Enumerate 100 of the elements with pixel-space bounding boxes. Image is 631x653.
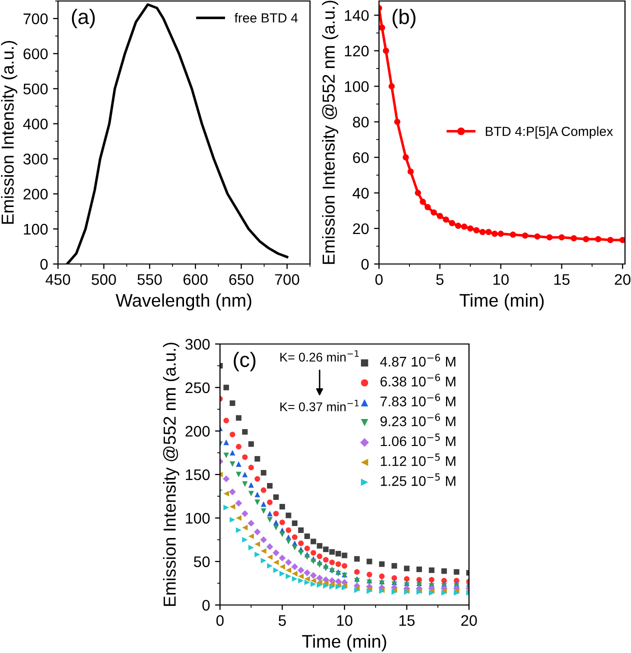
- point: [342, 563, 348, 569]
- point: [404, 576, 410, 582]
- point: [235, 500, 242, 507]
- point: [266, 543, 274, 550]
- point: [479, 228, 486, 236]
- point: [292, 520, 298, 526]
- x-tick-label: 10: [493, 274, 509, 285]
- y-tick-label: 200: [24, 188, 48, 200]
- point: [394, 118, 400, 125]
- point: [304, 569, 311, 576]
- point: [279, 564, 286, 570]
- point: [582, 236, 590, 242]
- y-tick-label: 120: [344, 46, 369, 56]
- point: [260, 470, 266, 476]
- point: [420, 198, 426, 205]
- point: [335, 561, 342, 567]
- x-tick-label: 700: [275, 274, 300, 285]
- point: [461, 224, 468, 230]
- legend-label: 4.87 10$^{−6}$ M: [380, 354, 456, 367]
- point: [230, 450, 236, 456]
- annotation: (c): [234, 352, 256, 372]
- point: [230, 516, 236, 523]
- y-tick-label: 500: [23, 84, 48, 94]
- point: [298, 574, 304, 580]
- legend-label: 1.12 10$^{−5}$ M: [380, 454, 456, 466]
- y-tick-label: 100: [24, 224, 48, 235]
- point: [272, 549, 280, 556]
- point: [248, 441, 254, 447]
- point: [222, 475, 230, 482]
- y-axis-title: Emission Intensity (a.u.): [1, 40, 18, 224]
- point: [236, 527, 242, 533]
- point: [267, 483, 273, 489]
- point: [316, 543, 322, 549]
- y-tick-label: 0: [40, 258, 48, 270]
- point: [254, 500, 260, 506]
- point: [379, 574, 385, 580]
- legend-label: 6.38 10$^{−6}$ M: [380, 374, 456, 386]
- legend-label: 1.25 10$^{−5}$ M: [380, 473, 456, 486]
- point: [273, 520, 279, 526]
- point: [285, 558, 292, 566]
- y-tick-label: 200: [186, 426, 210, 437]
- point: [402, 154, 409, 161]
- point: [223, 490, 230, 496]
- point: [273, 567, 279, 573]
- point: [242, 510, 248, 518]
- point: [242, 429, 248, 435]
- legend-label: 1.06 10$^{−5}$ M: [380, 434, 456, 446]
- point: [342, 552, 348, 558]
- y-tick-label: 600: [24, 48, 48, 60]
- x-axis-title: Wavelength (nm): [116, 294, 252, 310]
- annotation: (b): [392, 8, 416, 28]
- annotation: (a): [72, 8, 95, 28]
- y-tick-label: 150: [186, 469, 210, 480]
- point: [454, 569, 460, 575]
- x-tick-label: 20: [461, 615, 477, 626]
- point: [534, 233, 540, 240]
- point: [323, 546, 329, 552]
- point: [242, 454, 248, 460]
- point: [298, 527, 304, 533]
- point: [570, 235, 577, 242]
- point: [292, 570, 298, 576]
- point: [292, 534, 298, 540]
- legend-label: 9.23 10$^{−6}$ M: [380, 414, 456, 426]
- x-tick-label: 5: [436, 274, 444, 285]
- point: [316, 554, 322, 560]
- point: [310, 538, 316, 544]
- annotation: K= 0.26 min$^{−1}$: [280, 350, 359, 362]
- point: [298, 566, 304, 574]
- point: [442, 216, 450, 223]
- point: [492, 230, 498, 237]
- point: [323, 583, 329, 589]
- point: [278, 554, 286, 562]
- point: [316, 582, 322, 588]
- x-tick-label: 0: [216, 615, 224, 626]
- point: [248, 464, 254, 470]
- point: [558, 234, 565, 240]
- point: [392, 563, 398, 569]
- point: [430, 209, 437, 216]
- point: [304, 533, 310, 540]
- annotation: K= 0.37 min$^{−1}$: [280, 400, 359, 412]
- point: [416, 566, 422, 572]
- point: [379, 24, 386, 31]
- point: [292, 576, 298, 582]
- point: [354, 556, 360, 562]
- point: [388, 83, 395, 90]
- point: [392, 575, 398, 581]
- point: [267, 516, 273, 523]
- point: [379, 561, 385, 567]
- point: [404, 566, 410, 572]
- point: [298, 550, 304, 556]
- point: [441, 568, 447, 574]
- point: [223, 384, 230, 390]
- y-tick-label: 140: [344, 10, 369, 21]
- point: [242, 524, 248, 530]
- point: [242, 536, 248, 543]
- point: [298, 540, 304, 546]
- point: [323, 556, 329, 563]
- point: [279, 504, 286, 510]
- point: [334, 578, 342, 585]
- point: [455, 222, 462, 229]
